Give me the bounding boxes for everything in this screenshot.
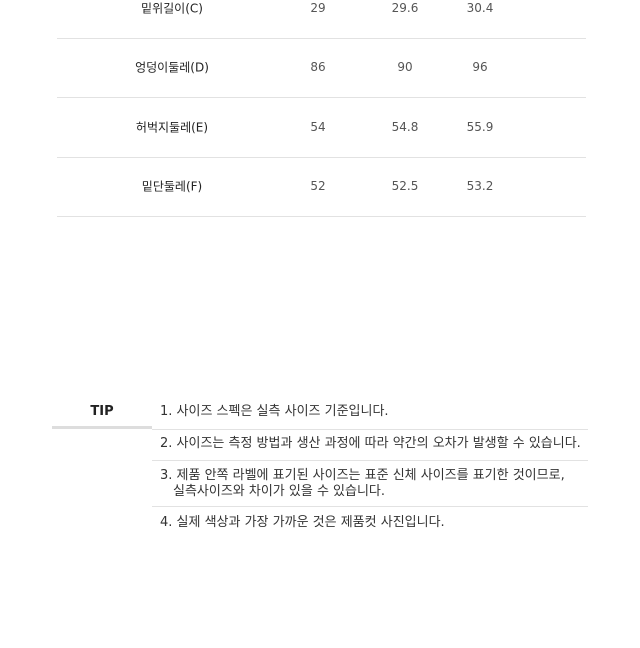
tip-item: 4. 실제 색상과 가장 가까운 것은 제품컷 사진입니다. — [160, 515, 445, 530]
row-label: 엉덩이둘레(D) — [135, 60, 209, 75]
row-divider — [57, 97, 586, 98]
cell-value: 52 — [310, 179, 326, 193]
tip-item: 3. 제품 안쪽 라벨에 표기된 사이즈는 표준 신체 사이즈를 표기한 것이므… — [160, 468, 565, 483]
cell-value: 29.6 — [391, 1, 419, 15]
cell-value: 30.4 — [466, 1, 494, 15]
cell-value: 29 — [310, 1, 326, 15]
cell-value: 53.2 — [466, 179, 494, 193]
cell-value: 96 — [472, 60, 488, 74]
tip-item: 1. 사이즈 스펙은 실측 사이즈 기준입니다. — [160, 404, 389, 419]
cell-value: 55.9 — [466, 120, 494, 134]
cell-value: 54.8 — [391, 120, 419, 134]
tip-item: 2. 사이즈는 측정 방법과 생산 과정에 따라 약간의 오차가 발생할 수 있… — [160, 436, 581, 451]
cell-value: 52.5 — [391, 179, 419, 193]
cell-value: 86 — [310, 60, 326, 74]
tip-title-underline — [52, 426, 152, 429]
row-divider — [57, 157, 586, 158]
row-divider — [57, 38, 586, 39]
row-label: 밑단둘레(F) — [141, 179, 203, 194]
tip-item-continued: 실측사이즈와 차이가 있을 수 있습니다. — [173, 484, 386, 499]
row-label: 밑위길이(C) — [141, 1, 203, 16]
tip-divider — [152, 506, 588, 507]
tip-title: TIP — [90, 404, 114, 419]
cell-value: 54 — [310, 120, 326, 134]
tip-divider — [152, 429, 588, 430]
cell-value: 90 — [397, 60, 413, 74]
row-divider — [57, 216, 586, 217]
row-label: 허벅지둘레(E) — [135, 120, 209, 135]
tip-divider — [152, 460, 588, 461]
